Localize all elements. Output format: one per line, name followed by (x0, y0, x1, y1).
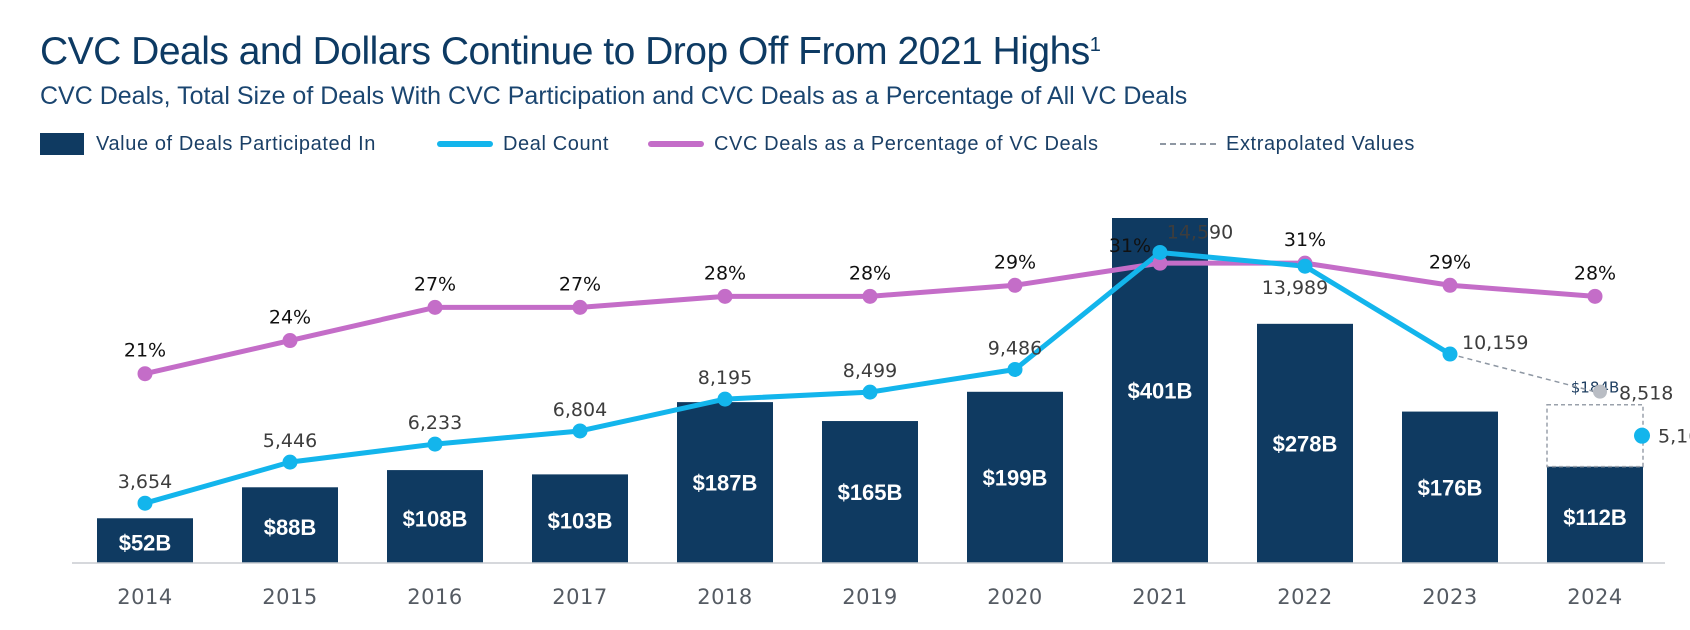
pct-point-2017 (572, 299, 588, 315)
pct-label-2021: 31% (1109, 235, 1151, 257)
legend-swatch-bar (40, 133, 84, 155)
x-tick-2018: 2018 (697, 585, 752, 609)
legend-swatch-cvc-percentage (648, 141, 704, 147)
bar-2017 (532, 474, 628, 563)
pct-point-2023 (1442, 277, 1458, 293)
x-tick-2022: 2022 (1277, 585, 1332, 609)
pct-point-2015 (282, 333, 298, 349)
pct-point-2020 (1007, 277, 1023, 293)
count-point-2014 (137, 495, 153, 511)
pct-point-2024 (1587, 288, 1603, 304)
combo-chart: $184B$52B$88B$108B$103B$187B$165B$199B$4… (72, 218, 1690, 609)
count-point-2019 (862, 384, 878, 400)
count-label-2024: 5,167 (1658, 426, 1690, 448)
extrapolated-count-label: 8,518 (1619, 383, 1673, 405)
legend-item-deal-count: Deal Count (437, 132, 609, 156)
deal-count-line (142, 249, 1453, 506)
bar-label-2021: $401B (1128, 379, 1193, 404)
count-label-2019: 8,499 (843, 360, 897, 382)
extrapolated-bar-box (1546, 403, 1644, 468)
bar-2023 (1402, 411, 1498, 563)
pct-point-2019 (862, 288, 878, 304)
bar-label-2018: $187B (693, 471, 758, 496)
count-point-2024 (1634, 427, 1650, 444)
legend-swatch-extrapolated (1160, 143, 1216, 145)
chart-legend: Value of Deals Participated In Deal Coun… (40, 132, 1660, 156)
x-tick-2017: 2017 (552, 585, 607, 609)
count-point-2015 (282, 454, 298, 470)
bar-label-2024: $112B (1563, 505, 1627, 530)
bar-label-2016: $108B (403, 507, 468, 532)
count-point-2016 (427, 436, 443, 452)
count-label-2018: 8,195 (698, 367, 752, 389)
pct-label-2017: 27% (559, 273, 601, 295)
count-label-2017: 6,804 (553, 399, 607, 421)
title-footnote-marker: 1 (1089, 34, 1101, 56)
count-point-2022 (1297, 258, 1313, 274)
pct-label-2023: 29% (1429, 251, 1471, 273)
count-label-2021: 14,590 (1167, 221, 1233, 243)
pct-point-2014 (137, 366, 153, 382)
count-point-2023 (1442, 346, 1458, 362)
chart-title: CVC Deals and Dollars Continue to Drop O… (40, 30, 1101, 74)
count-label-2022: 13,989 (1262, 277, 1328, 299)
bar-label-2019: $165B (838, 480, 903, 505)
bar-2018 (677, 402, 773, 563)
x-tick-2021: 2021 (1132, 585, 1187, 609)
bar-2015 (242, 487, 338, 563)
count-point-2021 (1152, 244, 1168, 260)
pct-point-2016 (427, 299, 443, 315)
pct-label-2020: 29% (994, 251, 1036, 273)
pct-label-2019: 28% (849, 262, 891, 284)
pct-point-2021 (1152, 255, 1168, 271)
pct-label-2015: 24% (269, 307, 311, 329)
bar-2016 (387, 470, 483, 563)
count-point-2017 (572, 423, 588, 439)
bar-label-2020: $199B (983, 465, 1048, 490)
pct-label-2018: 28% (704, 262, 746, 284)
x-tick-2019: 2019 (842, 585, 897, 609)
legend-swatch-deal-count (437, 141, 493, 147)
bar-label-2022: $278B (1273, 431, 1338, 456)
chart-title-text: CVC Deals and Dollars Continue to Drop O… (40, 30, 1090, 73)
x-tick-2024: 2024 (1567, 585, 1622, 609)
pct-point-2018 (717, 288, 733, 304)
pct-label-2024: 28% (1574, 262, 1616, 284)
count-label-2015: 5,446 (263, 430, 317, 452)
count-point-2020 (1007, 361, 1023, 377)
count-label-2020: 9,486 (988, 337, 1042, 359)
count-label-2016: 6,233 (408, 412, 462, 434)
bar-2022 (1257, 323, 1353, 563)
chart-subtitle: CVC Deals, Total Size of Deals With CVC … (40, 82, 1188, 110)
legend-item-value-of-deals: Value of Deals Participated In (40, 132, 376, 156)
pct-label-2014: 21% (124, 340, 166, 362)
legend-item-cvc-percentage: CVC Deals as a Percentage of VC Deals (648, 132, 1099, 156)
legend-label-value-of-deals: Value of Deals Participated In (96, 132, 377, 155)
extrapolated-line (1449, 353, 1596, 393)
legend-label-deal-count: Deal Count (503, 132, 610, 155)
extrapolated-count-point (1593, 384, 1607, 399)
pct-label-2016: 27% (414, 273, 456, 295)
legend-item-extrapolated: Extrapolated Values (1160, 132, 1415, 156)
bar-label-2015: $88B (264, 515, 317, 540)
count-label-2023: 10,159 (1462, 332, 1528, 354)
bar-2019 (822, 421, 918, 563)
x-tick-2015: 2015 (262, 585, 317, 609)
legend-label-cvc-percentage: CVC Deals as a Percentage of VC Deals (714, 132, 1099, 155)
bar-label-2017: $103B (548, 509, 613, 534)
x-tick-2014: 2014 (117, 585, 172, 609)
bar-label-2023: $176B (1418, 475, 1483, 500)
bar-label-2014: $52B (119, 531, 172, 556)
bar-2024 (1547, 466, 1643, 563)
x-tick-2020: 2020 (987, 585, 1042, 609)
x-tick-2016: 2016 (407, 585, 462, 609)
legend-label-extrapolated: Extrapolated Values (1226, 132, 1415, 155)
bar-2020 (967, 391, 1063, 563)
x-tick-2023: 2023 (1422, 585, 1477, 609)
pct-label-2022: 31% (1284, 229, 1326, 251)
count-point-2018 (717, 391, 733, 407)
bar-2014 (97, 518, 193, 563)
count-label-2014: 3,654 (118, 471, 172, 493)
